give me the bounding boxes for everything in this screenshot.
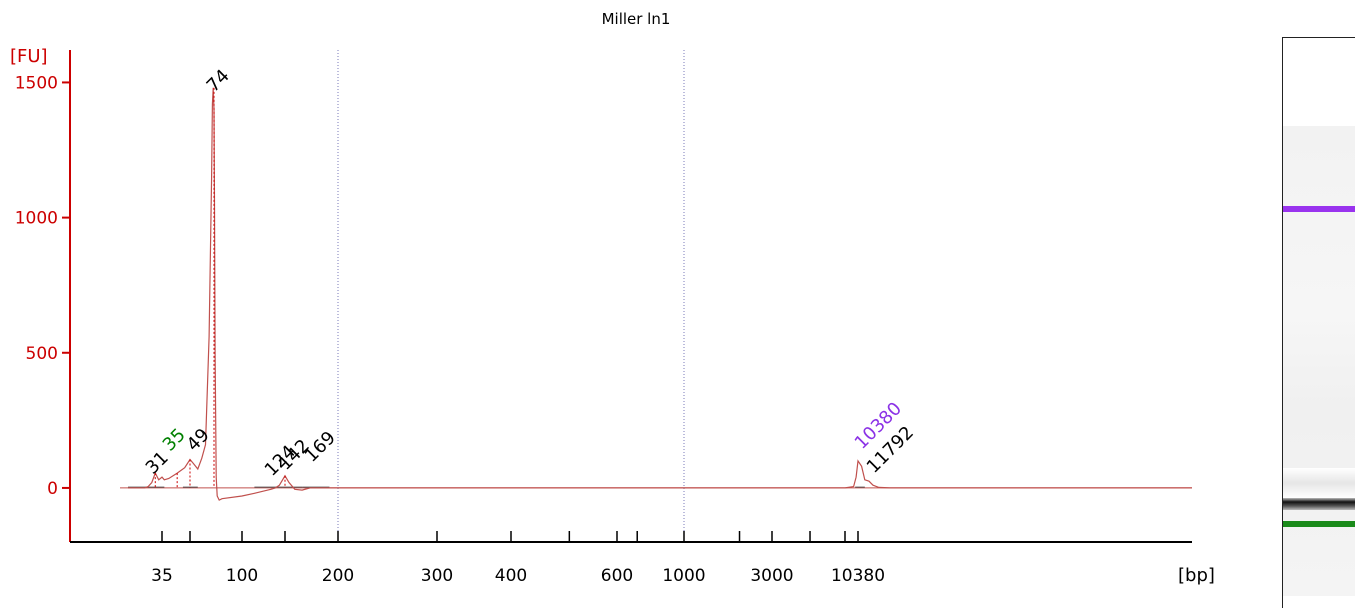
x-tick-label: 400 [495, 566, 527, 586]
y-tick-label: 1000 [15, 209, 58, 229]
gel-lane [1283, 126, 1355, 596]
peak-label: 74 [203, 65, 234, 96]
y-tick-label: 500 [26, 344, 58, 364]
peak-label: 31 [142, 447, 173, 478]
x-tick-label: 300 [421, 566, 453, 586]
y-tick-label: 1500 [15, 73, 58, 93]
grid-layer [337, 50, 685, 542]
y-tick-label: 0 [47, 479, 58, 499]
x-tick-label: 10380 [831, 566, 885, 586]
x-tick-label: 1000 [662, 566, 705, 586]
gel-band-sample [1283, 498, 1355, 510]
gel-band-upper-marker [1283, 206, 1355, 212]
x-tick-label: 35 [151, 566, 173, 586]
chart-title: Miller ln1 [602, 10, 671, 28]
y-axis-label: [FU] [10, 46, 48, 67]
x-tick-label: 600 [601, 566, 633, 586]
peak-label: 169 [301, 427, 340, 466]
trace-layer [120, 87, 1192, 501]
peak-label: 49 [183, 424, 214, 455]
gel-band-smear [1283, 468, 1355, 498]
x-tick-label: 3000 [750, 566, 793, 586]
gel-image [1282, 37, 1355, 608]
x-tick-label: 100 [226, 566, 258, 586]
electropherogram-chart: Miller ln1 [FU] [bp] 0 500 1000 1500 35 100 20… [10, 10, 1215, 586]
x-tick-label: 200 [322, 566, 354, 586]
gel-band-lower-marker [1283, 521, 1355, 527]
trace-line [128, 87, 1192, 501]
axis-layer: 0 500 1000 1500 35 100 200 300 400 600 1000 3000 103… [15, 50, 1192, 586]
x-axis-label: [bp] [1178, 565, 1215, 586]
